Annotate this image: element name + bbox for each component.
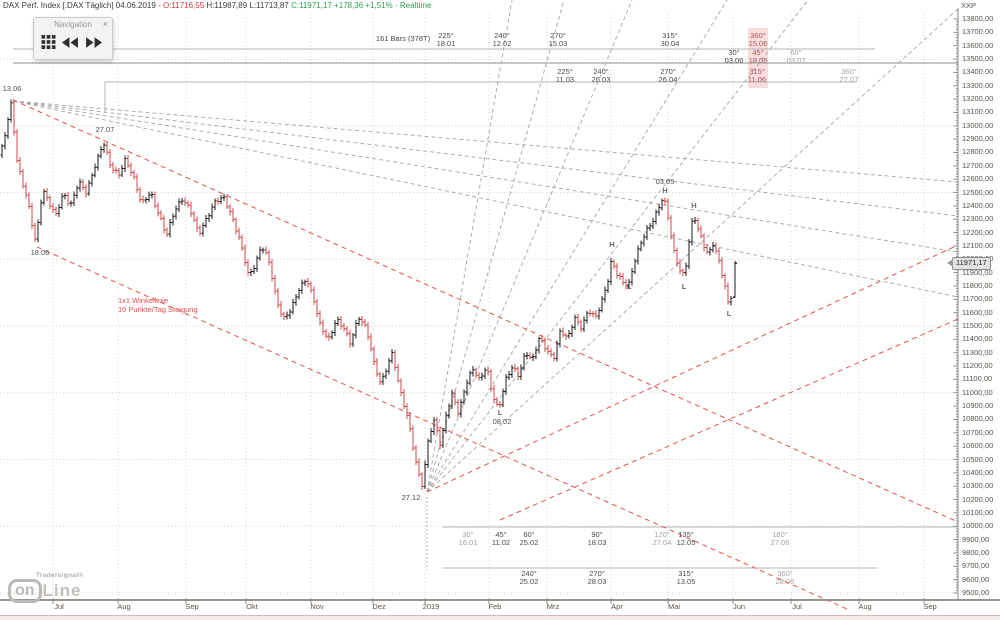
forward-button[interactable] bbox=[85, 33, 102, 51]
watermark-line: Line bbox=[42, 581, 82, 600]
rewind-icon bbox=[62, 36, 78, 48]
rewind-button[interactable] bbox=[62, 33, 79, 51]
current-price-tag: 11971,17 bbox=[947, 257, 991, 270]
grid-view-button[interactable] bbox=[41, 33, 56, 51]
forward-icon bbox=[86, 36, 102, 48]
bottom-strip bbox=[0, 615, 1000, 620]
watermark-on: on bbox=[8, 579, 42, 603]
grid-icon bbox=[41, 35, 56, 49]
title-segment: DAX Perf. Index [.DAX Täglich] 04.06.201… bbox=[3, 1, 159, 10]
navigation-title: Navigation bbox=[54, 20, 92, 29]
highlight-band bbox=[748, 28, 768, 88]
watermark-brand: Tradersignal® bbox=[36, 572, 84, 579]
title-segment: - O:11716,55 bbox=[158, 1, 207, 10]
navigation-panel[interactable]: Navigation × bbox=[33, 17, 113, 60]
chart-title: DAX Perf. Index [.DAX Täglich] 04.06.201… bbox=[3, 1, 431, 11]
price-axis-code: XXP bbox=[961, 1, 977, 10]
close-icon[interactable]: × bbox=[102, 19, 108, 29]
watermark: Tradersignal® on Line bbox=[8, 572, 83, 603]
title-segment: H:11987,89 L:11713,87 bbox=[206, 1, 292, 10]
navigation-header[interactable]: Navigation × bbox=[34, 18, 112, 31]
title-segment: C:11971,17 +178,36 +1,51% - Realtime bbox=[291, 1, 432, 10]
